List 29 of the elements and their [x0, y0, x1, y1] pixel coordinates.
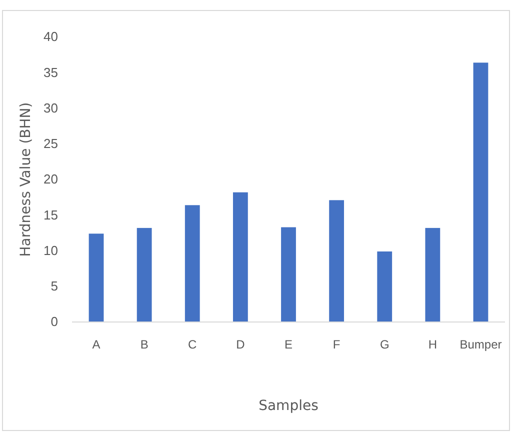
y-tick-label: 10 — [44, 242, 58, 258]
x-tick-label: H — [428, 338, 438, 352]
y-tick-label: 0 — [50, 314, 58, 330]
x-tick-label: B — [140, 338, 148, 352]
x-tick-label: Bumper — [460, 338, 502, 352]
y-tick-label: 30 — [44, 100, 58, 116]
x-tick-label: E — [284, 338, 293, 352]
bar — [425, 228, 440, 322]
y-tick-label: 20 — [44, 172, 58, 187]
bar — [281, 227, 296, 322]
bar — [136, 228, 152, 322]
y-tick-label: 40 — [44, 29, 58, 44]
bar — [184, 205, 200, 322]
y-tick-label: 35 — [44, 64, 58, 80]
x-tick-label: A — [92, 338, 100, 352]
y-tick-label: 15 — [44, 207, 58, 222]
bar — [329, 200, 344, 322]
bar — [232, 192, 248, 322]
bar — [473, 62, 488, 322]
bar — [377, 251, 392, 322]
x-tick-label: C — [188, 338, 198, 352]
y-tick-label: 5 — [50, 278, 58, 294]
y-tick-label: 25 — [44, 136, 58, 152]
y-axis-title: Hardness Value (BHN) — [18, 102, 34, 257]
x-tick-label: G — [380, 338, 390, 352]
bar — [88, 234, 104, 322]
x-tick-label: D — [236, 338, 246, 352]
x-tick-label: F — [332, 338, 340, 352]
x-axis-title: Samples — [258, 398, 318, 414]
